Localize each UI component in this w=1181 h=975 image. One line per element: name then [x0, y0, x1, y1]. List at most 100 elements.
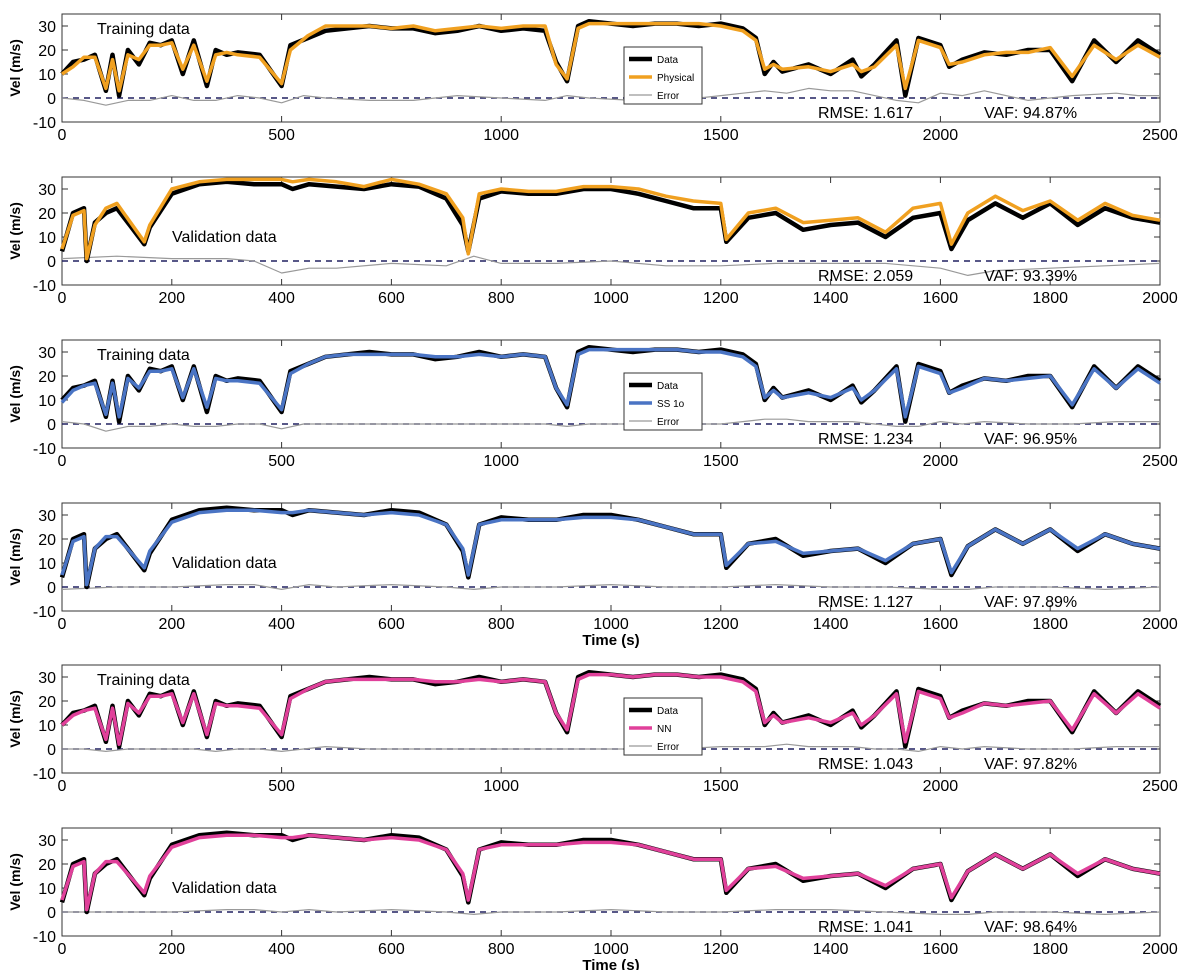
- legend-entry: SS 1o: [657, 399, 685, 410]
- y-tick-label: 20: [38, 369, 56, 386]
- x-tick-label: 2000: [923, 127, 959, 144]
- y-axis-label: Vel (m/s): [7, 528, 23, 586]
- legend-entry: Error: [657, 91, 680, 102]
- x-tick-label: 0: [58, 616, 67, 633]
- axes-box: [61, 827, 1161, 937]
- y-tick-label: 0: [47, 417, 56, 434]
- x-tick-label: 0: [58, 290, 67, 307]
- x-tick-label: 1000: [483, 127, 519, 144]
- series-line-model: [60, 833, 1161, 912]
- series-line-model: [60, 177, 1161, 261]
- x-axis-label: Time (s): [582, 632, 639, 649]
- y-axis-label: Vel (m/s): [7, 690, 23, 748]
- x-tick-label: 800: [488, 616, 515, 633]
- panel-annotation: Validation data: [172, 229, 277, 246]
- x-tick-label: 800: [488, 941, 515, 958]
- y-tick-label: 30: [38, 508, 56, 525]
- x-tick-label: 1200: [703, 941, 739, 958]
- vaf-label: VAF: 97.89%: [984, 594, 1077, 611]
- x-tick-label: 400: [268, 941, 295, 958]
- x-tick-label: 1400: [813, 616, 849, 633]
- y-tick-label: 0: [47, 91, 56, 108]
- y-tick-label: 30: [38, 182, 56, 199]
- y-tick-label: 30: [38, 345, 56, 362]
- panel-annotation: Training data: [97, 347, 190, 364]
- y-tick-label: 0: [47, 905, 56, 922]
- y-tick-label: -10: [33, 441, 56, 458]
- y-tick-label: 30: [38, 670, 56, 687]
- legend-entry: Error: [657, 742, 680, 753]
- series-line-error: [61, 583, 1161, 591]
- y-tick-label: 20: [38, 857, 56, 874]
- y-tick-label: 0: [47, 580, 56, 597]
- panel-annotation: Validation data: [172, 880, 277, 897]
- y-tick-label: 0: [47, 254, 56, 271]
- x-tick-label: 1400: [813, 290, 849, 307]
- x-tick-label: 2500: [1142, 778, 1178, 795]
- vaf-label: VAF: 98.64%: [984, 919, 1077, 936]
- series-line-error: [61, 255, 1161, 276]
- rmse-label: RMSE: 1.127: [818, 594, 913, 611]
- vaf-label: VAF: 94.87%: [984, 105, 1077, 122]
- series-line-error: [61, 418, 1160, 432]
- y-tick-label: 30: [38, 833, 56, 850]
- y-tick-label: -10: [33, 115, 56, 132]
- y-tick-label: -10: [33, 766, 56, 783]
- axes-box: [61, 13, 1161, 123]
- x-tick-label: 800: [488, 290, 515, 307]
- panel-annotation: Training data: [97, 21, 190, 38]
- axes-box: [61, 176, 1161, 286]
- x-tick-label: 2000: [923, 453, 959, 470]
- x-tick-label: 0: [58, 941, 67, 958]
- vaf-label: VAF: 96.95%: [984, 431, 1077, 448]
- y-tick-label: 20: [38, 694, 56, 711]
- vaf-label: VAF: 93.39%: [984, 268, 1077, 285]
- y-tick-label: 10: [38, 556, 56, 573]
- y-tick-label: 20: [38, 43, 56, 60]
- x-tick-label: 0: [58, 127, 67, 144]
- y-axis-label: Vel (m/s): [7, 202, 23, 260]
- x-tick-label: 1600: [923, 290, 959, 307]
- x-tick-label: 1000: [593, 616, 629, 633]
- y-tick-label: 10: [38, 881, 56, 898]
- x-tick-label: 500: [268, 127, 295, 144]
- x-tick-label: 0: [58, 453, 67, 470]
- axes-box: [61, 339, 1161, 449]
- series-line-model: [60, 508, 1161, 587]
- y-tick-label: 10: [38, 67, 56, 84]
- y-tick-label: 10: [38, 393, 56, 410]
- x-tick-label: 1000: [593, 290, 629, 307]
- x-tick-label: 1500: [703, 453, 739, 470]
- series-line-error: [61, 87, 1160, 106]
- x-tick-label: 600: [378, 290, 405, 307]
- x-tick-label: 200: [158, 941, 185, 958]
- rmse-label: RMSE: 1.617: [818, 105, 913, 122]
- rmse-label: RMSE: 1.234: [818, 431, 913, 448]
- x-tick-label: 1800: [1032, 616, 1068, 633]
- legend-entry: Data: [657, 381, 679, 392]
- axes-box: [61, 664, 1161, 774]
- x-tick-label: 1600: [923, 616, 959, 633]
- x-tick-label: 1600: [923, 941, 959, 958]
- x-tick-label: 2500: [1142, 453, 1178, 470]
- x-tick-label: 400: [268, 290, 295, 307]
- x-axis-label: Time (s): [582, 957, 639, 970]
- x-tick-label: 1800: [1032, 290, 1068, 307]
- x-tick-label: 1000: [483, 778, 519, 795]
- x-tick-label: 1800: [1032, 941, 1068, 958]
- series-line-model: [60, 347, 1161, 419]
- x-tick-label: 500: [268, 778, 295, 795]
- y-tick-label: 10: [38, 718, 56, 735]
- x-tick-label: 400: [268, 616, 295, 633]
- x-tick-label: 1000: [483, 453, 519, 470]
- panel-annotation: Validation data: [172, 555, 277, 572]
- legend-entry: Data: [657, 706, 679, 717]
- x-tick-label: 1200: [703, 616, 739, 633]
- legend-entry: Physical: [657, 73, 694, 84]
- y-axis-label: Vel (m/s): [7, 365, 23, 423]
- x-tick-label: 0: [58, 778, 67, 795]
- rmse-label: RMSE: 1.041: [818, 919, 913, 936]
- y-tick-label: 20: [38, 206, 56, 223]
- x-tick-label: 1500: [703, 127, 739, 144]
